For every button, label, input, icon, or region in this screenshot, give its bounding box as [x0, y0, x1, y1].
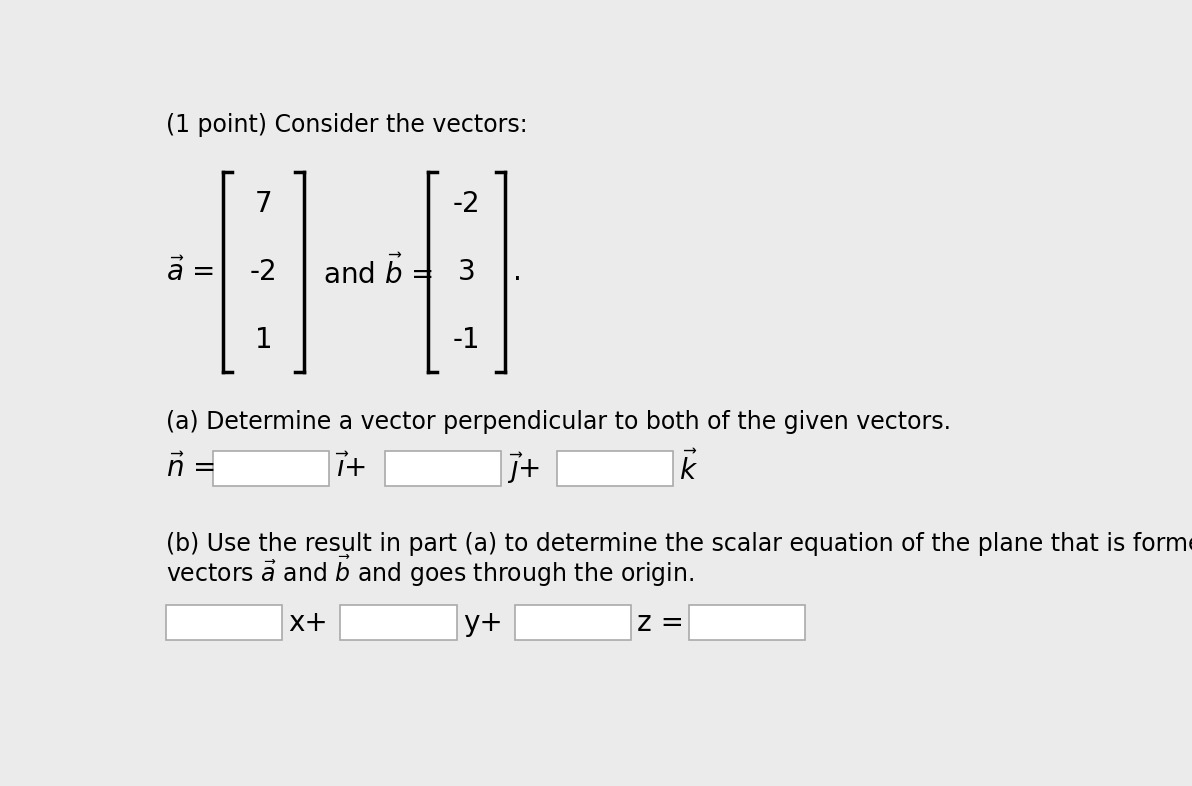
- FancyBboxPatch shape: [515, 605, 631, 641]
- Text: (a) Determine a vector perpendicular to both of the given vectors.: (a) Determine a vector perpendicular to …: [166, 410, 951, 434]
- FancyBboxPatch shape: [385, 451, 501, 487]
- Text: $\vec{a}$ =: $\vec{a}$ =: [166, 258, 215, 287]
- Text: and $\vec{b}$ =: and $\vec{b}$ =: [323, 255, 433, 290]
- Text: (b) Use the result in part (a) to determine the scalar equation of the plane tha: (b) Use the result in part (a) to determ…: [166, 531, 1192, 556]
- FancyBboxPatch shape: [212, 451, 329, 487]
- Text: z =: z =: [638, 608, 684, 637]
- Text: 3: 3: [458, 258, 476, 286]
- Text: -2: -2: [249, 258, 277, 286]
- Text: $\vec{k}$: $\vec{k}$: [679, 451, 699, 486]
- Text: $\vec{n}$ =: $\vec{n}$ =: [166, 454, 215, 483]
- Text: vectors $\vec{a}$ and $\vec{b}$ and goes through the origin.: vectors $\vec{a}$ and $\vec{b}$ and goes…: [166, 553, 694, 589]
- Text: 1: 1: [255, 326, 272, 354]
- FancyBboxPatch shape: [166, 605, 283, 641]
- FancyBboxPatch shape: [689, 605, 806, 641]
- Text: 7: 7: [255, 190, 272, 219]
- Text: .: .: [514, 258, 522, 286]
- FancyBboxPatch shape: [557, 451, 673, 487]
- Text: -2: -2: [453, 190, 480, 219]
- Text: (1 point) Consider the vectors:: (1 point) Consider the vectors:: [166, 113, 528, 137]
- Text: $\vec{\jmath}$+: $\vec{\jmath}$+: [507, 451, 540, 486]
- Text: y+: y+: [462, 608, 503, 637]
- Text: -1: -1: [453, 326, 480, 354]
- Text: $\vec{\imath}$+: $\vec{\imath}$+: [335, 454, 366, 483]
- FancyBboxPatch shape: [341, 605, 457, 641]
- Text: x+: x+: [288, 608, 328, 637]
